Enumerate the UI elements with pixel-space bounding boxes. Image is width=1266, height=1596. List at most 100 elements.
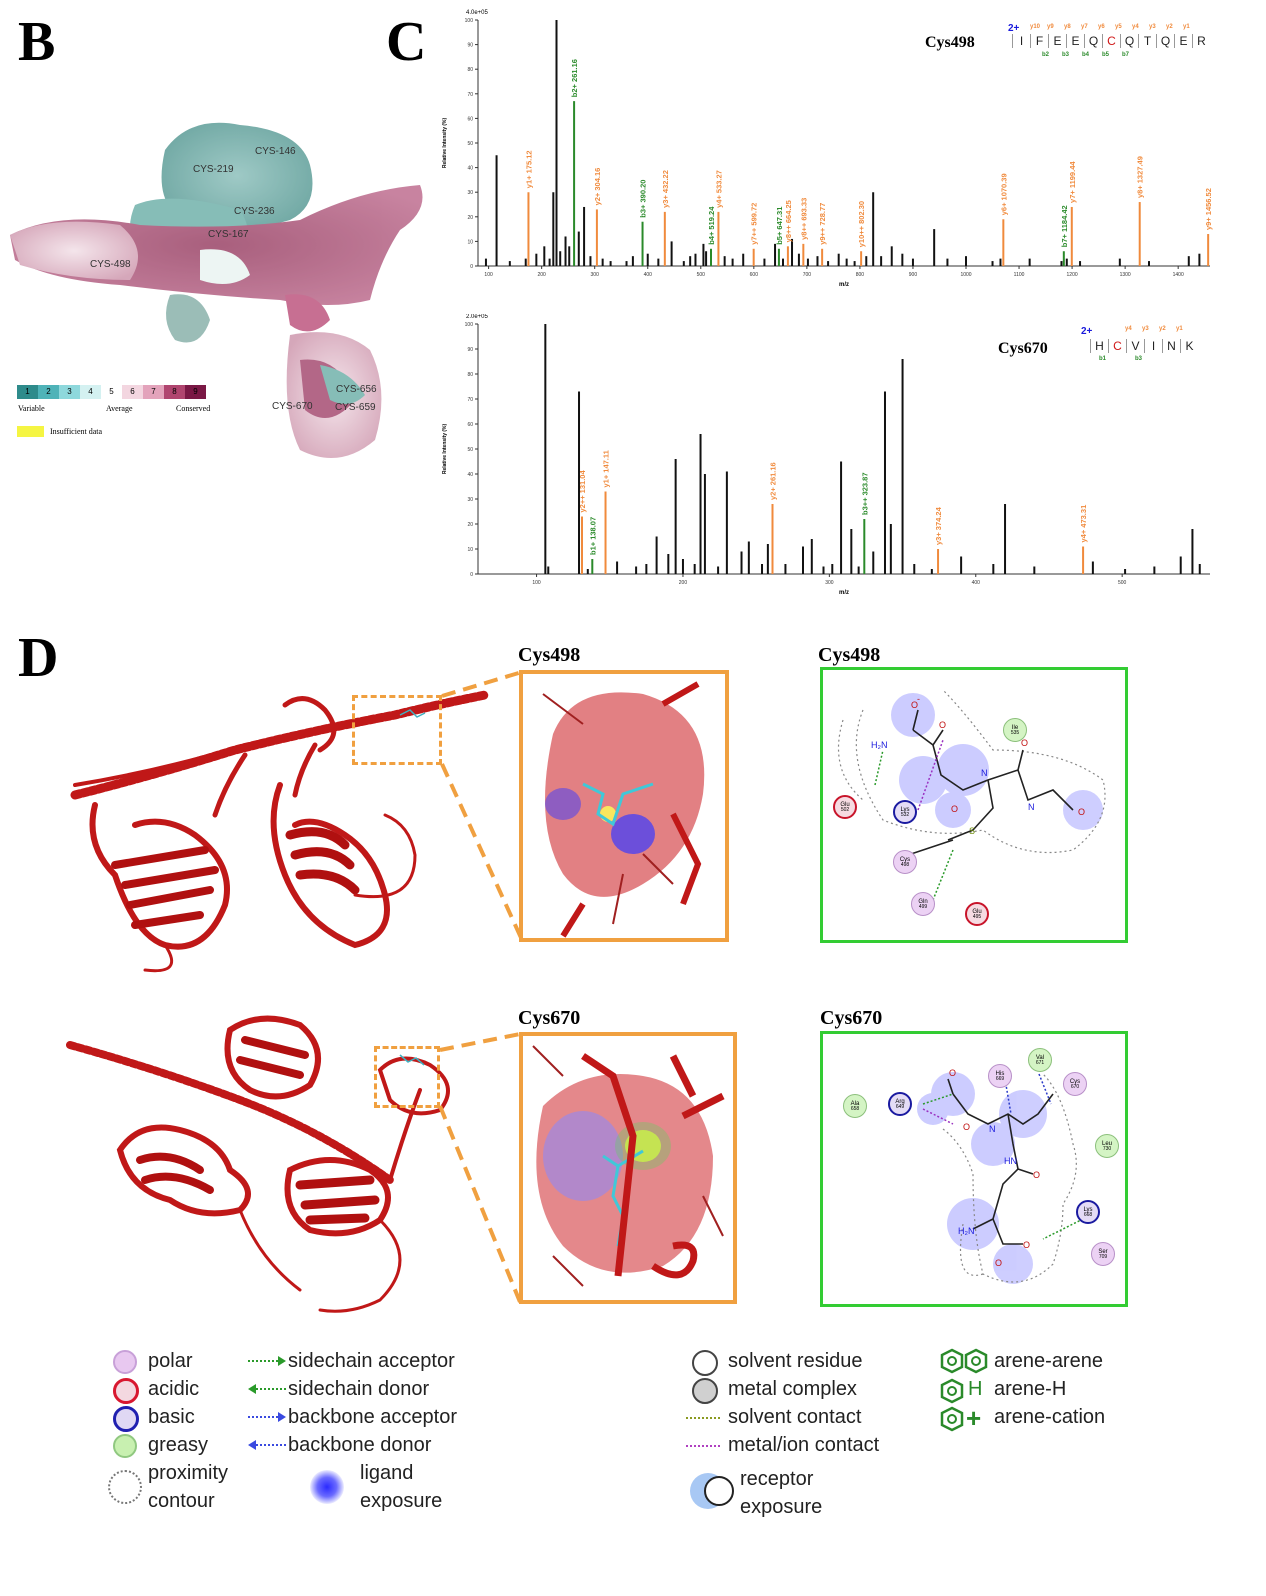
legend-arene-cation: arene-cation xyxy=(994,1406,1106,1428)
atom-label: O xyxy=(1033,1170,1040,1180)
residue-name: His xyxy=(995,1070,1005,1077)
residue-number: 649 xyxy=(895,1103,905,1110)
ion-label: b5 xyxy=(1102,52,1110,58)
peak-label: y9++ 728.77 xyxy=(818,203,827,245)
peak-label: y1+ 175.12 xyxy=(524,150,533,188)
zoom-box-1 xyxy=(352,695,442,765)
peak-label: y7+ 1199.44 xyxy=(1068,161,1077,203)
legend-arene-h: arene-H xyxy=(994,1378,1067,1400)
legend-metal-contact-icon xyxy=(686,1445,720,1447)
atom-label: O xyxy=(1023,1240,1030,1250)
legend-basic-swatch xyxy=(113,1406,139,1432)
residue-name: Leu xyxy=(1101,1140,1112,1147)
scale-label-conserved: Conserved xyxy=(176,404,211,413)
residue-label: CYS-498 xyxy=(90,259,131,270)
legend-backbone-donor: backbone donor xyxy=(288,1434,432,1456)
intensity-scale-note: 4.0e+05 xyxy=(466,10,489,16)
legend-receptor-exposure-swatch xyxy=(704,1476,734,1506)
insufficient-label: Insufficient data xyxy=(50,427,103,436)
y-tick-label: 60 xyxy=(467,422,473,428)
legend-ligand-exposure-swatch xyxy=(310,1470,344,1504)
residue-node: Leu 730 xyxy=(1095,1134,1119,1158)
residue-node: Ile 535 xyxy=(1003,718,1027,742)
residue-number: 502 xyxy=(840,806,850,813)
residue-nodes: Ala 658 Arg 649 His 669 Val 671 Cys 670 Leu 730 Lys 6… xyxy=(823,1034,1125,1304)
conservation-scale: 1 2 3 4 5 6 7 8 9 xyxy=(17,385,206,399)
ion-label: b3 xyxy=(1135,356,1143,362)
scale-cell: 7 xyxy=(143,385,164,399)
residue-number: 668 xyxy=(1083,1211,1093,1218)
residue-node: Arg 649 xyxy=(888,1092,912,1116)
ion-label: y2 xyxy=(1159,326,1166,332)
legend-solvent-contact-icon xyxy=(686,1417,720,1419)
residue-name: Lys xyxy=(1083,1206,1093,1213)
ion-label: y5 xyxy=(1115,24,1122,30)
residue-number: 709 xyxy=(1098,1253,1108,1260)
residue-number: 495 xyxy=(972,913,982,920)
atom-label: N xyxy=(981,768,988,778)
atom-label: O xyxy=(911,700,918,710)
peptide-residue: Q xyxy=(1120,34,1138,48)
intensity-scale-note: 2.0e+05 xyxy=(466,314,489,320)
ion-label: y4 xyxy=(1132,24,1139,30)
residue-number: 499 xyxy=(918,903,928,910)
legend-metal-contact: metal/ion contact xyxy=(728,1434,880,1456)
x-tick-label: 300 xyxy=(825,580,834,586)
x-tick-label: 600 xyxy=(750,272,759,278)
peptide-residue: C xyxy=(1108,339,1126,353)
x-tick-label: 800 xyxy=(856,272,865,278)
residue-number: 658 xyxy=(850,1105,860,1112)
peptide-residue: E xyxy=(1066,34,1084,48)
peak-label: b1+ 138.07 xyxy=(588,517,597,555)
legend-receptor-1: receptor xyxy=(740,1468,814,1490)
legend-backbone-acceptor-icon xyxy=(248,1412,286,1422)
atom-label: O xyxy=(951,804,958,814)
protein-structure-2 xyxy=(66,1015,450,1313)
y-tick-label: 100 xyxy=(465,18,474,24)
y-tick-label: 80 xyxy=(467,372,473,378)
residue-label: CYS-670 xyxy=(272,401,313,412)
y-tick-label: 70 xyxy=(467,397,473,403)
atom-label: O xyxy=(949,1068,956,1078)
y-tick-label: 40 xyxy=(467,166,473,172)
y-ion-labels-cys670: y4 y3 y2 y1 xyxy=(1125,326,1193,332)
scale-cell: 1 xyxy=(17,385,38,399)
legend-backbone-acceptor: backbone acceptor xyxy=(288,1406,458,1428)
peptide-residue: Q xyxy=(1156,34,1174,48)
legend-sidechain-donor: sidechain donor xyxy=(288,1378,430,1400)
ion-label: y6 xyxy=(1098,24,1105,30)
x-tick-label: 1300 xyxy=(1120,272,1131,278)
atom-label: O xyxy=(1078,807,1085,817)
peak-label: y8+ 1327.49 xyxy=(1136,156,1145,198)
residue-number: 730 xyxy=(1102,1145,1112,1152)
zoom-connector-2 xyxy=(438,1032,522,1303)
residue-name: Lys xyxy=(900,806,910,813)
peptide-label-cys670: Cys670 xyxy=(998,340,1048,357)
legend-arene-arene-icon xyxy=(940,1348,988,1374)
panel-b-label: B xyxy=(18,11,56,73)
panel-d-label: D xyxy=(18,627,59,689)
legend-acidic: acidic xyxy=(148,1378,200,1400)
peak-label: y3+ 432.22 xyxy=(661,170,670,208)
y-tick-label: 50 xyxy=(467,447,473,453)
legend-sidechain-acceptor-icon xyxy=(248,1356,286,1366)
b-ion-labels-cys498: b2 b3 b4 b5 b7 xyxy=(1042,52,1142,58)
residue-number: 532 xyxy=(900,811,910,818)
protein-structure-1 xyxy=(70,690,490,973)
y-axis-label: Relative Intensity (%) xyxy=(442,118,448,169)
atom-label: N xyxy=(1028,802,1035,812)
peak-label: y8++ 664.25 xyxy=(784,200,793,242)
residue-node: Lys 668 xyxy=(1076,1200,1100,1224)
peak-label: b5+ 647.31 xyxy=(775,207,784,245)
x-axis-label: m/z xyxy=(839,282,849,288)
atom-label: O xyxy=(995,1258,1002,1268)
zoom-box-2 xyxy=(374,1046,440,1108)
x-tick-label: 200 xyxy=(679,580,688,586)
scale-cell: 8 xyxy=(164,385,185,399)
peak-label: y10++ 802.30 xyxy=(857,201,866,247)
residue-number: 670 xyxy=(1070,1083,1080,1090)
residue-number: 671 xyxy=(1035,1059,1045,1066)
legend-solvent-residue-swatch xyxy=(692,1350,718,1376)
x-tick-label: 1100 xyxy=(1014,272,1025,278)
residue-node: Glu 495 xyxy=(965,902,989,926)
